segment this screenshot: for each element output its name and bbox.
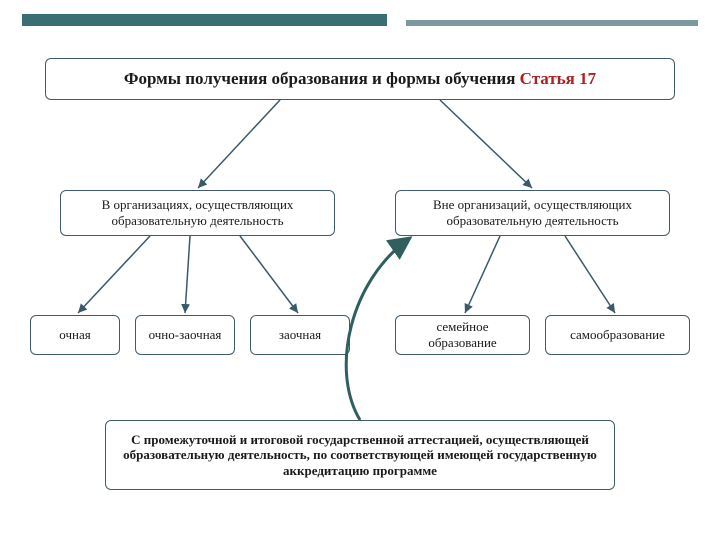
node-in-org: В организациях, осуществляющих образоват… — [60, 190, 335, 236]
title-plain: Формы получения образования и формы обуч… — [124, 69, 520, 88]
node-attestation: С промежуточной и итоговой государственн… — [105, 420, 615, 490]
header-bar-left — [22, 14, 387, 26]
node-self-edu: самообразование — [545, 315, 690, 355]
node-ochno-zaochnaya: очно-заочная — [135, 315, 235, 355]
header-bar-right — [406, 20, 698, 26]
node-outside-org: Вне организаций, осуществляющих образова… — [395, 190, 670, 236]
title-accent: Статья 17 — [520, 69, 596, 88]
title-box: Формы получения образования и формы обуч… — [45, 58, 675, 100]
node-ochnaya: очная — [30, 315, 120, 355]
node-zaochnaya: заочная — [250, 315, 350, 355]
node-family-edu: семейное образование — [395, 315, 530, 355]
